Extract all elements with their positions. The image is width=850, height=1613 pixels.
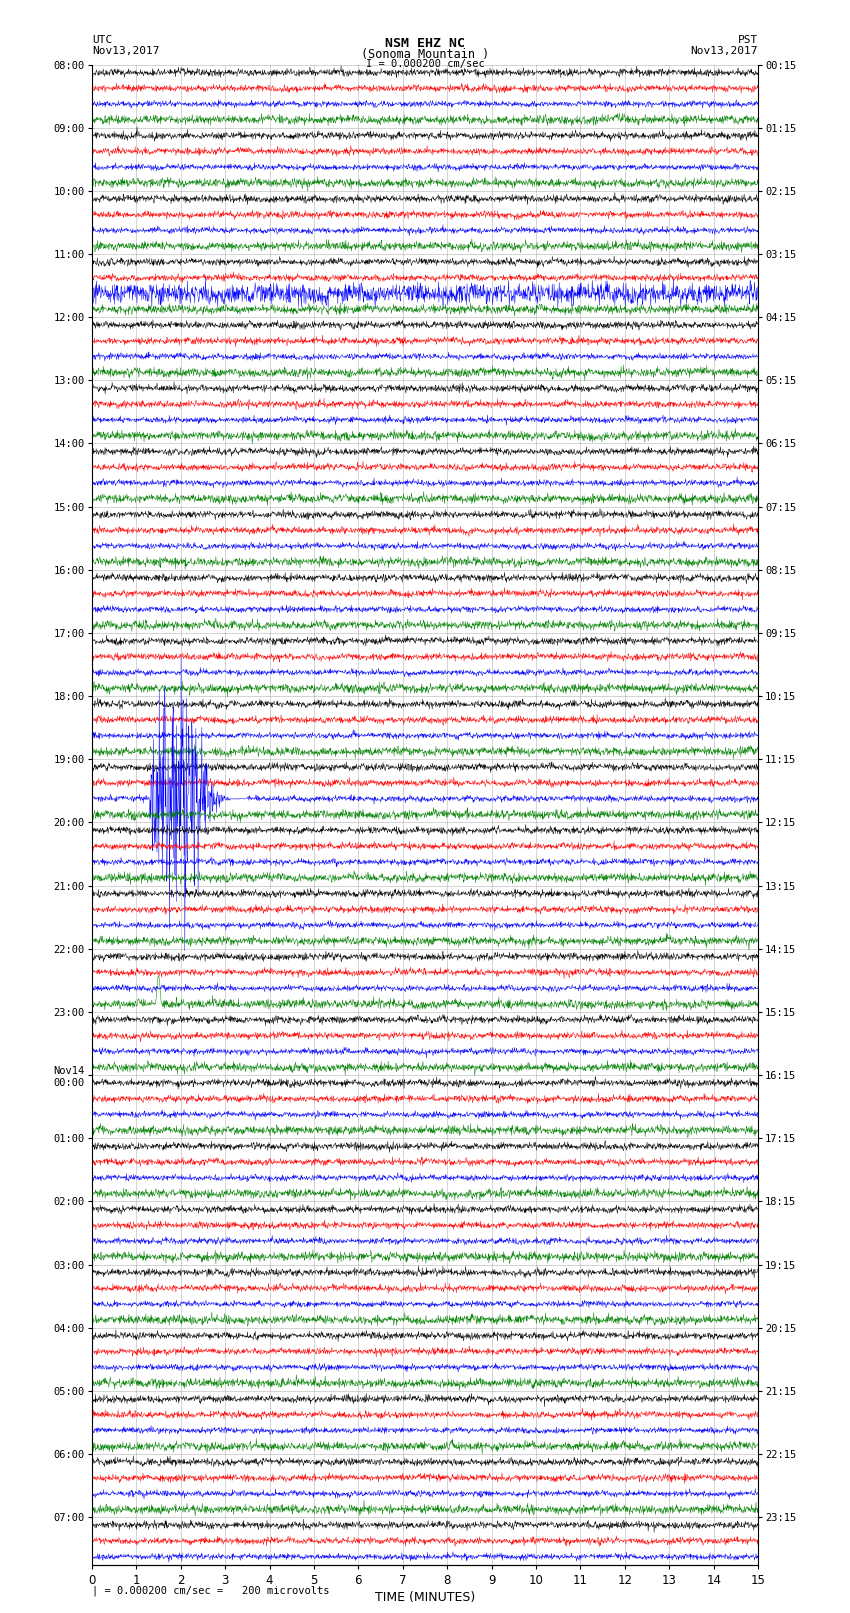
Text: Nov13,2017: Nov13,2017 [691, 47, 758, 56]
Text: PST: PST [738, 35, 758, 45]
Text: | = 0.000200 cm/sec =   200 microvolts: | = 0.000200 cm/sec = 200 microvolts [92, 1586, 329, 1597]
X-axis label: TIME (MINUTES): TIME (MINUTES) [375, 1590, 475, 1603]
Text: UTC: UTC [92, 35, 112, 45]
Text: I = 0.000200 cm/sec: I = 0.000200 cm/sec [366, 58, 484, 69]
Text: (Sonoma Mountain ): (Sonoma Mountain ) [361, 48, 489, 61]
Text: Nov13,2017: Nov13,2017 [92, 47, 159, 56]
Text: NSM EHZ NC: NSM EHZ NC [385, 37, 465, 50]
